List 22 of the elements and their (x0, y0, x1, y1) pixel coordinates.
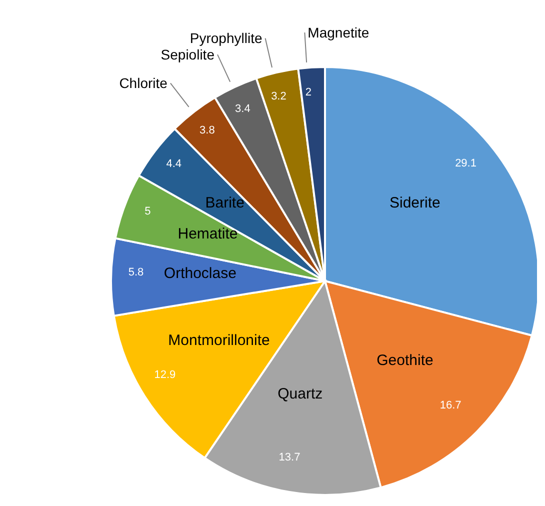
slice-label: Geothite (376, 352, 434, 369)
data-label: 3.2 (271, 90, 286, 103)
slice-label: Montmorillonite (168, 332, 270, 350)
data-label: 3.8 (200, 124, 215, 137)
slice-label: Chlorite (119, 75, 168, 92)
data-label: 2 (305, 86, 312, 98)
data-label: 16.7 (440, 400, 462, 412)
slice-label: Orthoclase (164, 265, 236, 282)
slice-label: Sepiolite (160, 46, 215, 63)
data-label: 4.4 (166, 158, 182, 170)
slice-label: Magnetite (308, 24, 370, 40)
slice-label: Quartz (278, 386, 323, 403)
data-label: 5 (144, 205, 151, 218)
data-label: 13.7 (278, 451, 300, 464)
slice-label: Siderite (389, 194, 440, 212)
data-label: 29.1 (455, 158, 476, 170)
slice-label: Hematite (178, 225, 238, 242)
slice-label: Pyrophyllite (190, 30, 262, 46)
slice-label: Barite (205, 194, 244, 212)
data-label: 12.9 (154, 369, 176, 382)
data-label: 3.4 (235, 102, 250, 115)
data-label: 5.8 (128, 266, 144, 279)
